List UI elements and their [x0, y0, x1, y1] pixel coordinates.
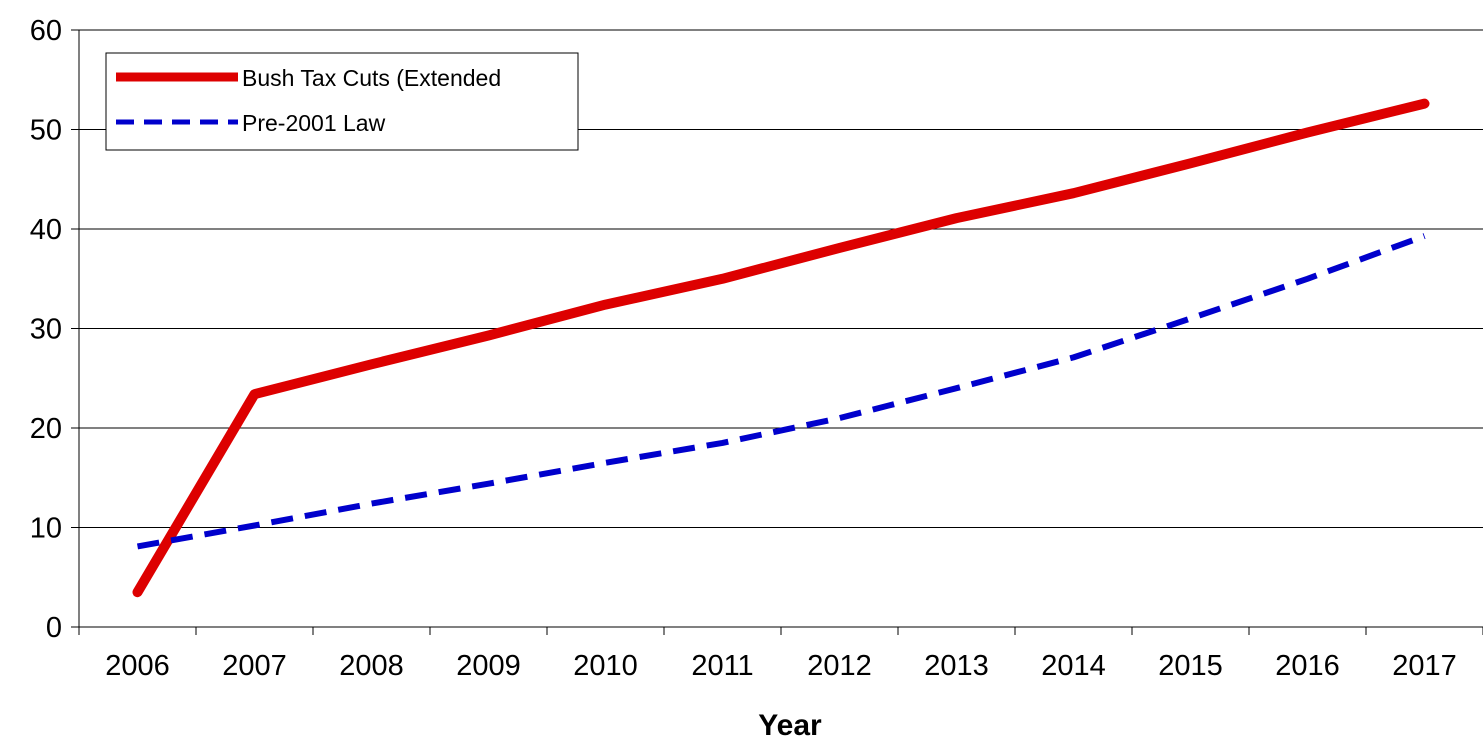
y-tick-label: 0	[46, 612, 62, 644]
x-tick-labels: 2006 2007 2008 2009 2010 2011 2012 2013 2014 2015…	[78, 627, 1483, 682]
y-tick-label: 50	[30, 115, 62, 147]
x-tick-label: 2009	[456, 650, 521, 682]
x-tick-label: 2010	[573, 650, 638, 682]
legend-label-bush: Bush Tax Cuts (Extended	[242, 65, 501, 91]
gridlines	[71, 29, 1483, 628]
y-tick-label: 60	[30, 15, 62, 47]
x-tick-label: 2012	[807, 650, 872, 682]
x-tick-label: 2017	[1392, 650, 1457, 682]
legend-box	[105, 52, 579, 151]
y-tick-label: 10	[30, 513, 62, 545]
x-tick-label: 2006	[105, 650, 170, 682]
y-tick-label: 40	[30, 214, 62, 246]
y-tick-label: 20	[30, 413, 62, 445]
legend: Bush Tax Cuts (Extended Pre-2001 Law	[105, 52, 579, 151]
series-line-pre-2001-law	[136, 233, 1426, 550]
x-tick-label: 2011	[691, 650, 753, 682]
series-line-bush-tax-cuts	[132, 98, 1430, 598]
x-tick-label: 2016	[1275, 650, 1340, 682]
x-tick-label: 2013	[924, 650, 989, 682]
x-tick-label: 2008	[339, 650, 404, 682]
x-tick-label: 2014	[1041, 650, 1106, 682]
y-tick-label: 30	[30, 314, 62, 346]
x-axis-title: Year	[758, 709, 822, 742]
y-tick-labels: 0 10 20 30 40 50 60	[30, 15, 62, 644]
x-tick-label: 2015	[1158, 650, 1223, 682]
legend-label-pre2001: Pre-2001 Law	[242, 110, 386, 136]
x-tick-label: 2007	[222, 650, 287, 682]
series-lines	[132, 98, 1430, 598]
